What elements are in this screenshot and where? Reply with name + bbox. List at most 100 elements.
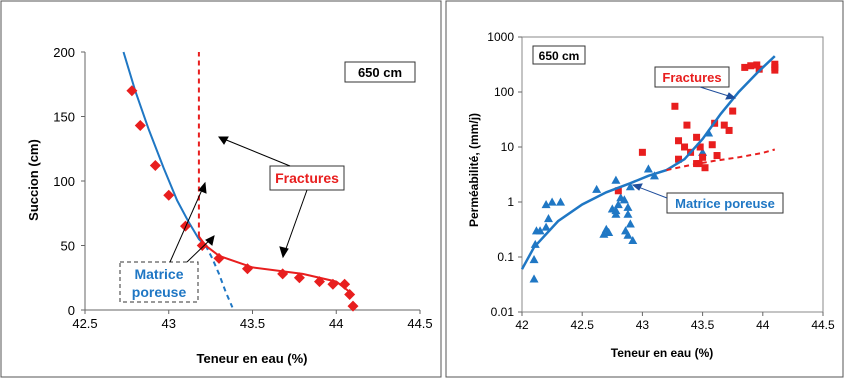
right-matrix-point <box>556 197 566 206</box>
left-y-tick-label: 100 <box>53 174 75 189</box>
right-fractures-arrow-head <box>725 92 737 100</box>
right-fracture-point <box>681 143 689 151</box>
right-fracture-point <box>695 160 703 168</box>
left-data-point <box>163 189 175 201</box>
right-matrix-point <box>623 230 633 239</box>
left-y-axis-label: Succion (cm) <box>26 139 41 221</box>
left-data-point <box>339 278 351 290</box>
right-y-tick-label: 0.1 <box>497 250 514 264</box>
right-fracture-point <box>755 65 763 73</box>
right-matrice-annotation: Matrice poreuse <box>666 192 784 214</box>
right-x-tick-label: 44.5 <box>811 318 835 332</box>
right-matrix-point <box>541 200 551 209</box>
right-fracture-point <box>747 62 755 70</box>
left-data-point <box>314 276 325 288</box>
left-matrice-label-line1: Matrice <box>134 266 183 282</box>
right-matrix-point <box>649 171 659 180</box>
left-data-point <box>213 252 225 264</box>
left-fractures-label: Fractures <box>275 170 339 186</box>
right-matrice-arrow-head <box>631 183 643 191</box>
right-chart: 42 42.5 43 43.5 44 44.5 0.01 0.1 1 10 100 1000 Tene… <box>467 30 835 360</box>
left-x-tick-label: 43 <box>162 316 176 331</box>
left-axes: 42.5 43 43.5 44 44.5 0 50 100 150 200 <box>53 45 432 331</box>
right-fracture-point <box>753 61 761 69</box>
right-matrix-point <box>541 222 551 231</box>
matrice-arrow-up <box>169 182 206 263</box>
left-x-tick-label: 44.5 <box>407 316 432 331</box>
right-x-axis-label: Teneur en eau (%) <box>611 346 713 360</box>
fractures-arrow-down <box>282 189 308 258</box>
right-fracture-point <box>683 121 691 129</box>
right-matrix-point <box>592 184 602 193</box>
right-x-tick-label: 42 <box>515 318 529 332</box>
left-arrows <box>169 136 308 263</box>
right-matrix-point <box>547 197 557 206</box>
left-y-tick-label: 150 <box>53 110 75 125</box>
fractures-arrow-up <box>218 136 291 167</box>
left-box-annotation: 650 cm <box>344 61 416 83</box>
right-fracture-point <box>693 133 701 141</box>
right-matrix-point <box>611 175 621 184</box>
left-fractures-annotation: Fractures <box>269 165 345 191</box>
left-matrix-curve <box>122 51 207 247</box>
right-matrix-point <box>529 274 539 283</box>
right-fracture-point <box>699 153 707 161</box>
right-y-tick-label: 100 <box>494 85 514 99</box>
fractures-arrow-down-head <box>279 246 289 259</box>
right-matrix-point <box>621 226 631 235</box>
right-fracture-point <box>771 66 779 74</box>
right-fracture-point <box>671 102 679 110</box>
right-y-tick-label: 1000 <box>487 30 514 44</box>
right-fractures-label: Fractures <box>662 70 721 85</box>
right-fracture-point <box>701 164 709 172</box>
right-matrix-point <box>611 206 621 215</box>
left-y-tick-label: 50 <box>61 239 75 254</box>
left-x-tick-label: 43.5 <box>240 316 265 331</box>
left-x-tick-label: 44 <box>329 316 343 331</box>
right-matrix-point <box>623 202 633 211</box>
matrice-arrow-right-head <box>205 235 215 246</box>
left-matrice-annotation: Matrice poreuse <box>119 261 199 303</box>
matrice-arrow-up-head <box>198 181 207 194</box>
right-matrix-point <box>619 195 629 204</box>
left-data-point <box>126 85 138 97</box>
right-fracture-point <box>708 141 716 149</box>
right-plot-frame <box>521 36 824 313</box>
left-data-point <box>277 268 289 280</box>
right-matrix-point <box>613 200 623 209</box>
left-series <box>122 51 359 312</box>
right-box-label: 650 cm <box>539 49 580 63</box>
left-data-point <box>134 120 146 132</box>
right-matrix-point <box>623 209 633 218</box>
right-fracture-point <box>713 152 721 160</box>
left-chart: 42.5 43 43.5 44 44.5 0 50 100 150 200 Teneur en e… <box>26 45 433 366</box>
left-data-point <box>327 278 339 290</box>
fractures-arrow-up-head <box>218 136 229 145</box>
left-box-label: 650 cm <box>358 65 402 80</box>
right-x-tick-label: 43.5 <box>691 318 715 332</box>
right-fit-curve <box>520 55 776 270</box>
right-fracture-point <box>725 126 733 134</box>
right-arrows <box>631 86 737 199</box>
left-data-point <box>347 300 359 312</box>
right-fracture-point <box>638 148 646 156</box>
right-fracture-point <box>720 121 728 129</box>
right-fracture-point <box>741 63 749 71</box>
right-y-tick-label: 10 <box>501 140 515 154</box>
right-x-tick-label: 43 <box>636 318 650 332</box>
left-data-point <box>293 272 305 284</box>
left-x-tick-label: 42.5 <box>72 316 97 331</box>
left-y-tick-label: 200 <box>53 45 75 60</box>
right-fracture-point <box>675 137 683 145</box>
left-data-point <box>241 263 253 275</box>
right-x-tick-label: 42.5 <box>571 318 595 332</box>
right-series <box>520 55 779 283</box>
right-axes: 42 42.5 43 43.5 44 44.5 0.01 0.1 1 10 100 1000 <box>487 30 835 332</box>
right-fracture-point <box>696 143 704 151</box>
right-matrice-label: Matrice poreuse <box>675 196 775 211</box>
right-matrix-point <box>625 219 635 228</box>
right-matrix-point <box>643 164 653 173</box>
right-matrix-point <box>543 214 553 223</box>
right-matrix-point <box>628 235 638 245</box>
right-y-tick-label: 1 <box>507 195 514 209</box>
